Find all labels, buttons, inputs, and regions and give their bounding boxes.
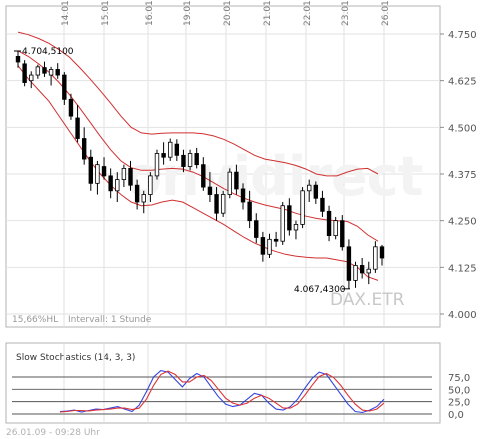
candle-body xyxy=(280,205,285,242)
candle-body xyxy=(121,167,127,180)
candle-body xyxy=(141,194,146,203)
x-tick-label: 26.01. xyxy=(381,0,391,26)
stoch-d-line xyxy=(59,370,385,413)
candle-body xyxy=(62,74,67,100)
candle-body xyxy=(300,190,305,225)
candle-body xyxy=(201,164,206,188)
candle-body xyxy=(373,246,378,270)
candle-body xyxy=(346,246,352,281)
candle-body xyxy=(148,175,153,195)
candle-body xyxy=(313,184,319,199)
stoch-title: Slow Stochastics (14, 3, 3) xyxy=(16,353,135,363)
candle-body xyxy=(35,66,41,76)
candle-body xyxy=(333,220,338,237)
candle-body xyxy=(287,205,292,231)
candle-body xyxy=(240,188,246,203)
candle-body xyxy=(353,265,358,281)
candle-body xyxy=(15,56,21,63)
y-tick-label: 4.500 xyxy=(448,123,477,134)
candle-body xyxy=(75,117,80,139)
x-tick-label: 15.01. xyxy=(101,0,111,26)
bollinger-upper-line xyxy=(17,31,379,177)
candle-body xyxy=(81,138,87,160)
candle-body xyxy=(115,179,120,192)
stoch-y-label: 75,0 xyxy=(448,373,470,384)
x-tick-label: 20.01. xyxy=(223,0,233,26)
stoch-y-label: 50,0 xyxy=(448,385,470,396)
candle-body xyxy=(293,223,299,231)
candle-body xyxy=(306,184,312,192)
candle-body xyxy=(214,194,219,214)
candle-body xyxy=(247,201,252,222)
candle-body xyxy=(101,166,107,177)
candle-body xyxy=(207,186,213,195)
y-tick-label: 4.000 xyxy=(448,310,477,321)
candle-body xyxy=(68,98,74,117)
candle-body xyxy=(227,171,232,195)
price-panel-frame xyxy=(5,5,441,328)
candle-body xyxy=(379,246,385,259)
y-tick-label: 4.625 xyxy=(448,77,477,88)
candle-body xyxy=(55,69,60,76)
candle-body xyxy=(95,164,100,184)
candle-body xyxy=(187,153,193,167)
interval-text: Intervall: 1 Stunde xyxy=(68,315,152,325)
y-tick-label: 4.750 xyxy=(448,30,477,41)
symbol-watermark: DAX.ETR xyxy=(330,290,405,310)
y-tick-label: 4.125 xyxy=(448,263,477,274)
candle-body xyxy=(267,238,272,255)
x-tick-label: 23.01. xyxy=(341,0,351,26)
candle-body xyxy=(128,167,133,186)
bollinger-lower-line xyxy=(17,65,379,281)
x-tick-label: 16.01. xyxy=(145,0,155,26)
candle-body xyxy=(181,154,186,167)
candle-body xyxy=(359,265,365,274)
candle-body xyxy=(234,171,239,190)
candle-body xyxy=(366,268,371,274)
candle-body xyxy=(260,237,266,255)
chart-footer-date: 26.01.09 - 09:28 Uhr xyxy=(6,428,100,438)
candle-body xyxy=(108,175,113,192)
candle-body xyxy=(42,67,47,74)
candle-body xyxy=(29,74,34,82)
range-text: 15,66%HL xyxy=(12,315,58,325)
y-tick-label: 4.375 xyxy=(448,170,477,181)
candle-body xyxy=(88,156,93,184)
candle-body xyxy=(194,153,199,166)
stoch-y-label: 25,0 xyxy=(448,398,470,409)
candle-body xyxy=(326,210,332,236)
low-value-label: 4.067,4300 xyxy=(294,285,346,295)
stoch-y-label: 0,0 xyxy=(448,410,464,421)
candle-body xyxy=(340,220,345,248)
high-value-label: 4.704,5100 xyxy=(22,47,74,57)
candle-body xyxy=(220,194,226,214)
x-tick-label: 22.01. xyxy=(303,0,313,26)
candle-body xyxy=(273,238,279,242)
candle-body xyxy=(168,141,173,158)
candle-body xyxy=(320,197,325,212)
x-tick-label: 14.01. xyxy=(61,0,71,26)
y-tick-label: 4.250 xyxy=(448,217,477,228)
candle-body xyxy=(134,184,140,203)
stoch-panel-frame xyxy=(5,342,441,424)
x-tick-label: 19.01. xyxy=(183,0,193,26)
candle-body xyxy=(22,63,27,83)
candle-body xyxy=(174,143,180,156)
candle-body xyxy=(254,220,259,238)
stoch-k-line xyxy=(59,370,385,414)
candle-body xyxy=(161,153,166,158)
candle-body xyxy=(154,153,160,177)
x-tick-label: 21.01. xyxy=(263,0,273,26)
candle-body xyxy=(48,69,54,76)
